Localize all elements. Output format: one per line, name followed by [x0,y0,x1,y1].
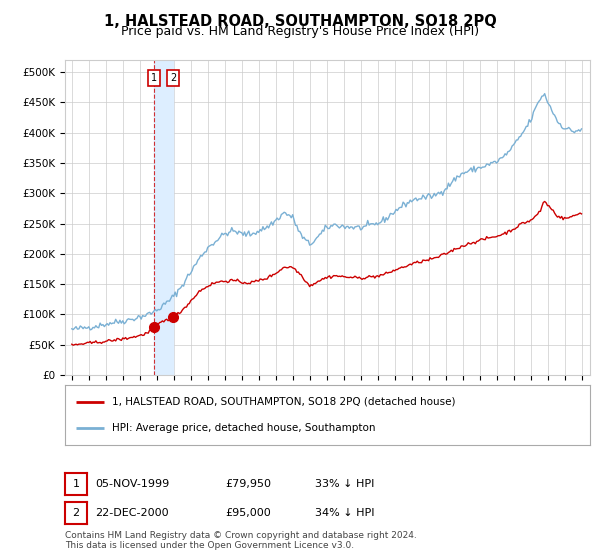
Text: Price paid vs. HM Land Registry's House Price Index (HPI): Price paid vs. HM Land Registry's House … [121,25,479,38]
Text: 1: 1 [73,479,79,489]
Text: 1: 1 [151,73,157,83]
Text: £79,950: £79,950 [225,479,271,489]
Text: 2: 2 [73,508,80,518]
Text: 2: 2 [170,73,176,83]
Text: Contains HM Land Registry data © Crown copyright and database right 2024.
This d: Contains HM Land Registry data © Crown c… [65,531,417,550]
Bar [154,60,173,375]
Text: HPI: Average price, detached house, Southampton: HPI: Average price, detached house, Sout… [112,423,376,433]
Text: £95,000: £95,000 [225,508,271,518]
Text: 22-DEC-2000: 22-DEC-2000 [95,508,169,518]
Text: 34% ↓ HPI: 34% ↓ HPI [315,508,374,518]
Text: 1, HALSTEAD ROAD, SOUTHAMPTON, SO18 2PQ (detached house): 1, HALSTEAD ROAD, SOUTHAMPTON, SO18 2PQ … [112,397,456,407]
Text: 33% ↓ HPI: 33% ↓ HPI [315,479,374,489]
Text: 05-NOV-1999: 05-NOV-1999 [95,479,169,489]
Text: 1, HALSTEAD ROAD, SOUTHAMPTON, SO18 2PQ: 1, HALSTEAD ROAD, SOUTHAMPTON, SO18 2PQ [104,14,496,29]
